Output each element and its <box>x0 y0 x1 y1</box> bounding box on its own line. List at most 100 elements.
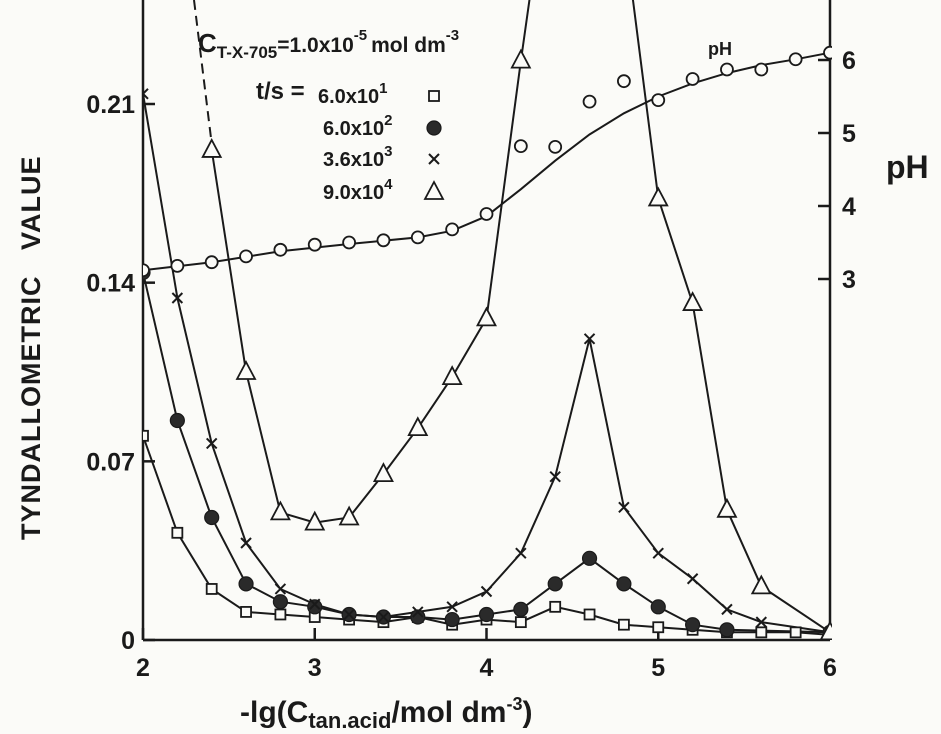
data-point-x <box>755 616 768 628</box>
data-point-triangle <box>682 291 704 311</box>
data-point-filled-circle <box>204 509 220 526</box>
data-point-x <box>343 608 355 621</box>
data-point-open-circle <box>204 255 219 270</box>
data-point-square <box>549 600 562 613</box>
data-point-filled-circle <box>547 576 563 592</box>
data-point-triangle <box>269 500 291 521</box>
data-point-filled-circle <box>410 609 426 625</box>
data-point-triangle <box>750 574 772 595</box>
y-right-tick-label: 6 <box>842 47 856 75</box>
data-point-triangle <box>510 48 532 69</box>
y-left-tick-label: 0.14 <box>86 270 135 298</box>
ph-curve-label: pH <box>708 39 732 59</box>
data-point-open-circle <box>651 93 666 108</box>
data-point-filled-circle <box>169 412 185 429</box>
y-right-tick-label: 4 <box>842 193 856 221</box>
y-right-tick-label: 5 <box>842 120 856 148</box>
data-point-open-circle <box>273 242 288 257</box>
data-point-open-circle <box>307 237 322 252</box>
x-tick-label: 4 <box>480 654 494 682</box>
data-point-square <box>205 583 218 595</box>
data-point-filled-circle <box>478 606 495 623</box>
data-point-x <box>377 611 390 623</box>
data-point-filled-circle <box>650 599 666 615</box>
data-point-square <box>240 606 252 618</box>
concentration-annotation: CT-X-705=1.0x10-5 mol dm-3 <box>198 27 459 62</box>
data-point-filled-circle <box>272 594 288 610</box>
legend-marker-square <box>428 90 440 102</box>
data-point-x <box>652 547 664 559</box>
y-left-tick-label: 0 <box>121 627 135 655</box>
data-point-filled-circle <box>616 576 632 592</box>
data-point-open-circle <box>239 249 253 264</box>
data-point-x <box>549 470 561 483</box>
data-point-filled-circle <box>684 617 701 633</box>
data-point-filled-circle <box>719 622 735 638</box>
x-tick-label: 5 <box>651 654 665 682</box>
legend-entry-label: 6.0x102 <box>323 112 393 140</box>
y-axis-label-right: pH <box>886 149 929 185</box>
data-point-open-circle <box>685 72 700 86</box>
data-point-open-circle <box>788 52 803 67</box>
data-point-square <box>514 616 527 629</box>
legend-entry-label: 6.0x101 <box>318 80 388 108</box>
legend-entry-label: 3.6x103 <box>323 143 393 171</box>
data-point-x <box>412 606 424 618</box>
data-point-open-circle <box>617 74 631 89</box>
x-tick-label: 6 <box>823 654 837 682</box>
data-point-triangle <box>338 505 360 526</box>
data-point-open-circle <box>376 233 391 248</box>
data-point-square <box>143 429 149 442</box>
data-point-triangle <box>819 620 832 640</box>
data-point-triangle <box>647 186 669 207</box>
data-point-open-circle <box>342 235 357 250</box>
data-point-filled-circle <box>238 576 254 592</box>
y-left-tick-label: 0.21 <box>86 91 135 119</box>
data-point-x <box>583 333 596 345</box>
data-point-open-circle <box>479 207 494 221</box>
data-point-square <box>618 618 630 631</box>
x-tick-label: 3 <box>308 654 322 682</box>
data-point-triangle <box>201 138 223 158</box>
data-point-open-circle <box>143 263 150 278</box>
data-point-x <box>618 501 630 513</box>
legend-marker-x <box>428 153 440 165</box>
data-point-filled-circle <box>444 611 460 628</box>
data-point-triangle <box>372 462 394 482</box>
data-point-square <box>171 526 184 539</box>
data-point-open-circle <box>582 94 597 109</box>
legend-marker-filled-circle <box>426 120 442 136</box>
data-point-open-circle <box>823 45 832 60</box>
data-point-square <box>755 626 768 639</box>
data-point-x <box>143 88 149 100</box>
data-point-open-circle <box>754 62 769 77</box>
data-point-x <box>480 585 493 598</box>
data-point-x <box>515 547 527 559</box>
data-point-filled-circle <box>307 599 323 615</box>
data-point-open-circle <box>548 139 563 154</box>
data-point-filled-circle <box>513 601 529 617</box>
data-point-x <box>205 437 218 450</box>
data-point-triangle <box>441 365 463 386</box>
x-axis-label: -lg(Ctan.acid/mol dm-3) <box>240 694 532 733</box>
data-point-open-circle <box>410 230 425 245</box>
y-right-tick-label: 3 <box>842 266 856 294</box>
x-tick-label: 2 <box>136 654 150 682</box>
data-point-x <box>686 573 699 585</box>
ph-curve <box>143 51 831 272</box>
legend: pH 6.0x101 6.0x102 3.6x103 9.0x104 <box>318 39 732 204</box>
series-line-0 <box>143 435 831 636</box>
data-point-triangle <box>304 510 326 531</box>
legend-marker-triangle <box>423 180 445 200</box>
data-point-open-circle <box>445 222 460 237</box>
time-label: t/s = <box>256 78 305 105</box>
data-point-square <box>652 621 665 634</box>
y-axis-label-left: TYNDALLOMETRIC VALUE <box>16 156 46 540</box>
data-point-x <box>446 601 458 613</box>
data-point-triangle <box>407 416 429 437</box>
data-point-x <box>171 292 184 304</box>
data-point-x <box>274 583 287 595</box>
data-point-triangle <box>476 306 497 327</box>
data-point-filled-circle <box>581 550 598 566</box>
